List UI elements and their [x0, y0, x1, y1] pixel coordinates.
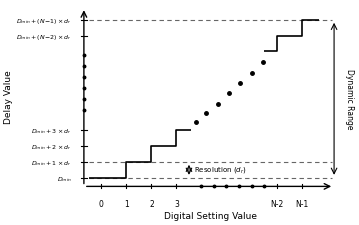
X-axis label: Digital Setting Value: Digital Setting Value	[164, 212, 257, 221]
Text: Resolution ($d_r$): Resolution ($d_r$)	[194, 165, 247, 175]
Text: Dynamic Range: Dynamic Range	[345, 69, 354, 129]
Y-axis label: Delay Value: Delay Value	[4, 70, 13, 124]
